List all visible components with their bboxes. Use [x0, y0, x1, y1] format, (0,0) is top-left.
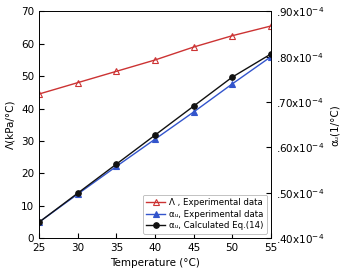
Λ , Experimental data: [76, 81, 80, 84]
Λ , Experimental data: [153, 58, 157, 62]
Line: αᵤ, Calculated Eq.(14): αᵤ, Calculated Eq.(14): [36, 51, 274, 225]
αᵤ, Experimental data: [76, 192, 80, 196]
αᵤ, Calculated Eq.(14): [153, 133, 157, 137]
Λ , Experimental data: [191, 45, 196, 49]
αᵤ, Experimental data: [230, 82, 234, 85]
αᵤ, Experimental data: [191, 110, 196, 114]
Line: αᵤ, Experimental data: αᵤ, Experimental data: [36, 53, 274, 226]
αᵤ, Experimental data: [269, 55, 273, 58]
Λ , Experimental data: [269, 24, 273, 28]
αᵤ, Calculated Eq.(14): [230, 76, 234, 79]
αᵤ, Experimental data: [37, 221, 41, 224]
αᵤ, Calculated Eq.(14): [37, 221, 41, 224]
αᵤ, Calculated Eq.(14): [269, 52, 273, 56]
Legend: Λ , Experimental data, αᵤ, Experimental data, αᵤ, Calculated Eq.(14): Λ , Experimental data, αᵤ, Experimental …: [143, 195, 266, 234]
Y-axis label: αᵤ(1/°C): αᵤ(1/°C): [329, 104, 339, 145]
αᵤ, Experimental data: [153, 138, 157, 141]
X-axis label: Temperature (°C): Temperature (°C): [110, 258, 200, 269]
Line: Λ , Experimental data: Λ , Experimental data: [36, 22, 274, 98]
αᵤ, Experimental data: [114, 165, 118, 168]
αᵤ, Calculated Eq.(14): [191, 104, 196, 108]
Λ , Experimental data: [230, 34, 234, 37]
Λ , Experimental data: [37, 92, 41, 96]
αᵤ, Calculated Eq.(14): [76, 192, 80, 195]
αᵤ, Calculated Eq.(14): [114, 162, 118, 166]
Λ , Experimental data: [114, 70, 118, 73]
Y-axis label: Λ(kPa/°C): Λ(kPa/°C): [6, 100, 16, 150]
